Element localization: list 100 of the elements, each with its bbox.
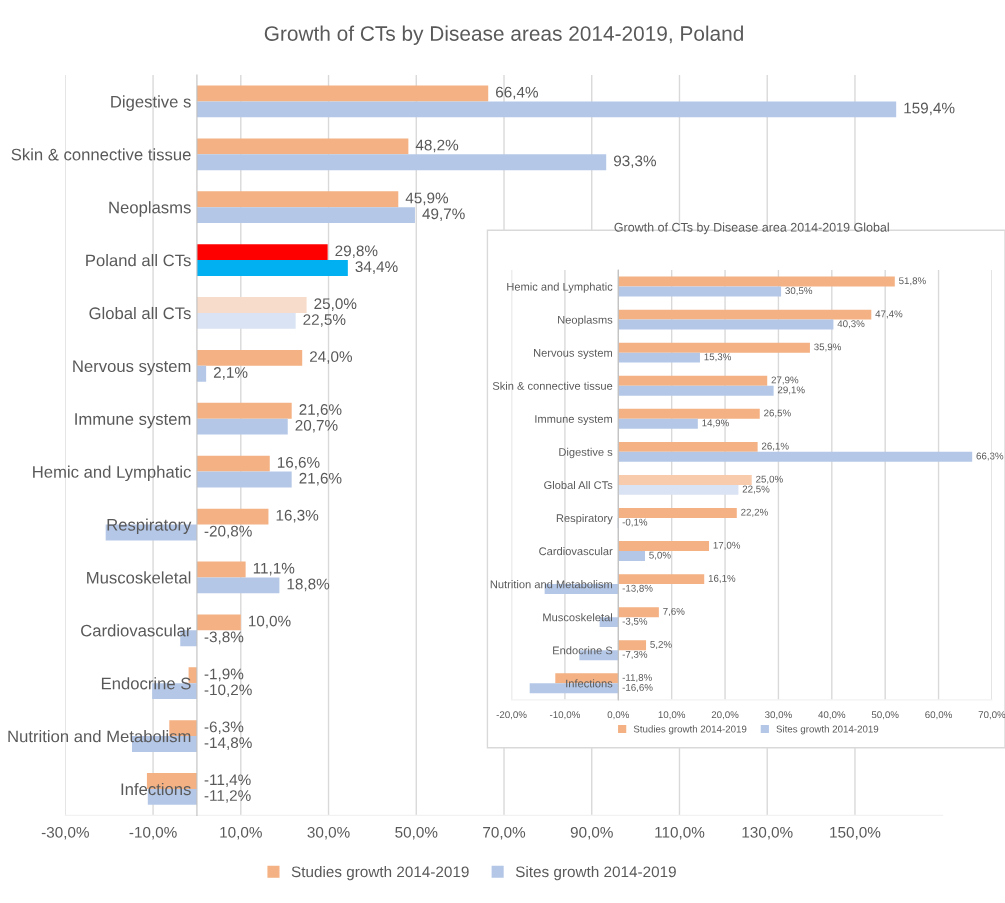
y-tick-label: Neoplasms	[109, 201, 191, 217]
data-label: -11,8%	[622, 674, 652, 683]
chart-title: Growth of CTs by Disease areas 2014-2019, Poland	[264, 25, 743, 46]
chart-title: Growth of CTs by Disease area 2014-2019 Global	[614, 222, 889, 235]
y-tick-label: Hemic and Lymphatic	[33, 465, 191, 482]
data-label: -11,4%	[204, 774, 251, 787]
data-label: 17,0%	[713, 541, 741, 550]
y-tick-label: Cardiovascular	[81, 624, 192, 637]
x-tick-label: 30,0%	[307, 826, 350, 840]
x-tick-label: 0,0%	[607, 711, 630, 720]
y-tick-label: Immune system	[535, 415, 613, 426]
data-label: 5,0%	[649, 551, 671, 560]
x-tick-label: 20,0%	[711, 711, 739, 720]
data-label: -20,8%	[204, 525, 252, 539]
data-label: -3,5%	[622, 617, 648, 626]
data-label: 24,0%	[310, 351, 353, 364]
x-tick-label: 150,0%	[830, 826, 881, 840]
data-label: -1,9%	[204, 668, 244, 682]
y-tick-label: Global All CTs	[544, 480, 613, 490]
x-tick-label: 10,0%	[658, 711, 686, 720]
data-label: 29,1%	[777, 386, 805, 395]
x-tick-label: 30,0%	[765, 711, 792, 720]
x-tick-label: 70,0%	[978, 711, 1005, 720]
x-tick-label: -10,0%	[549, 711, 580, 720]
x-tick-label: 90,0%	[570, 826, 613, 840]
data-label: 26,5%	[764, 409, 791, 418]
data-label: 10,0%	[248, 615, 291, 629]
data-label: 16,3%	[276, 509, 319, 523]
data-label: 45,9%	[405, 192, 449, 206]
data-label: 14,9%	[702, 419, 729, 428]
data-label: 25,0%	[314, 298, 357, 311]
data-label: -13,8%	[622, 584, 653, 593]
data-label: 26,1%	[761, 442, 789, 451]
y-tick-label: Neoplasms	[558, 315, 613, 326]
x-tick-label: -20,0%	[496, 711, 527, 720]
data-label: -10,2%	[204, 684, 252, 698]
legend-label: Sites growth 2014-2019	[776, 725, 879, 735]
y-tick-label: Muscoskeletal	[87, 571, 191, 584]
data-label: 11,1%	[253, 562, 295, 576]
data-label: 93,3%	[613, 155, 657, 169]
data-label: 22,5%	[742, 485, 770, 494]
data-label: 15,3%	[704, 353, 732, 362]
data-label: 18,8%	[287, 578, 330, 592]
y-tick-label: Cardiovascular	[539, 547, 613, 556]
data-label: 66,3%	[976, 452, 1004, 461]
y-tick-label: Respiratory	[107, 518, 192, 535]
x-tick-label: 50,0%	[395, 826, 438, 840]
data-label: 40,3%	[837, 320, 865, 329]
y-tick-label: Respiratory	[556, 513, 613, 525]
y-tick-label: Nutrition and Metabolism	[490, 580, 613, 589]
data-label: 22,5%	[303, 314, 346, 327]
x-tick-label: 70,0%	[483, 826, 526, 840]
legend-label: Sites growth 2014-2019	[515, 865, 676, 881]
legend-label: Studies growth 2014-2019	[291, 865, 469, 881]
data-label: 27,9%	[771, 376, 799, 385]
data-label: 51,8%	[899, 277, 926, 286]
data-label: -16,6%	[622, 683, 653, 693]
y-tick-label: Nervous system	[73, 360, 191, 376]
data-label: 16,6%	[277, 456, 320, 470]
data-label: 48,2%	[415, 139, 459, 153]
y-tick-label: Muscoskeletal	[543, 613, 612, 622]
data-label: 159,4%	[904, 102, 955, 116]
y-tick-label: Endocrine S	[101, 677, 191, 690]
data-label: -14,8%	[204, 737, 252, 750]
y-tick-label: Global all CTs	[89, 306, 191, 320]
data-label: 7,6%	[663, 607, 685, 616]
data-label: 21,6%	[299, 472, 342, 486]
y-tick-label: Endocrine S	[553, 646, 613, 655]
data-label: 21,6%	[299, 404, 342, 417]
data-label: 49,7%	[422, 208, 465, 222]
data-label: -0,1%	[622, 518, 648, 527]
data-label: -6,3%	[204, 721, 244, 735]
x-tick-label: -10,0%	[129, 826, 177, 840]
x-tick-label: 50,0%	[871, 711, 899, 720]
x-tick-label: 60,0%	[925, 711, 952, 720]
x-tick-label: 40,0%	[818, 711, 846, 720]
y-tick-label: Immune system	[75, 413, 191, 429]
data-label: -3,8%	[204, 631, 244, 645]
data-label: 29,8%	[335, 245, 378, 259]
y-tick-label: Skin & connective tissue	[11, 148, 191, 161]
data-label: 30,5%	[785, 287, 813, 296]
y-tick-label: Nervous system	[534, 349, 613, 359]
y-tick-label: Skin & connective tissue	[492, 381, 613, 390]
data-label: 66,4%	[496, 86, 539, 100]
data-label: 22,2%	[741, 508, 768, 517]
data-label: -11,2%	[204, 790, 251, 803]
data-label: 35,9%	[814, 343, 841, 352]
y-tick-label: Digestive s	[111, 95, 191, 111]
data-label: 16,1%	[708, 574, 736, 583]
x-tick-label: 10,0%	[220, 826, 262, 840]
data-label: 20,7%	[295, 419, 338, 433]
y-tick-label: Hemic and Lymphatic	[507, 282, 613, 293]
data-label: -7,3%	[622, 650, 648, 659]
y-tick-label: Nutrition and Metabolism	[8, 730, 191, 743]
data-label: 5,2%	[650, 641, 672, 650]
x-tick-label: -30,0%	[41, 826, 89, 840]
data-label: 2,1%	[213, 367, 248, 380]
x-tick-label: 130,0%	[742, 826, 793, 840]
y-tick-label: Poland all CTs	[86, 254, 191, 267]
data-label: 25,0%	[756, 475, 783, 484]
